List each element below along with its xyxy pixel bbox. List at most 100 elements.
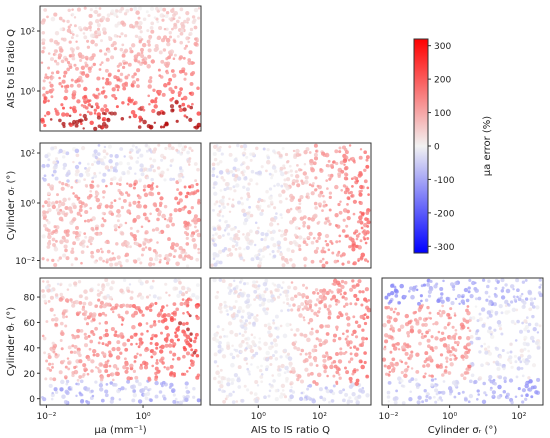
- scatter-point: [301, 307, 305, 311]
- scatter-point: [343, 172, 348, 177]
- scatter-point: [211, 169, 215, 174]
- scatter-point: [139, 365, 144, 370]
- scatter-point: [101, 178, 106, 183]
- scatter-point: [64, 182, 68, 187]
- scatter-point: [493, 328, 497, 332]
- scatter-point: [96, 152, 101, 156]
- scatter-point: [335, 352, 339, 356]
- scatter-point: [510, 400, 514, 405]
- scatter-point: [124, 369, 129, 374]
- scatter-point: [157, 191, 161, 196]
- scatter-point: [192, 18, 197, 23]
- scatter-point: [315, 149, 318, 153]
- scatter-point: [458, 302, 461, 306]
- scatter-point: [223, 246, 228, 251]
- scatter-point: [251, 152, 256, 156]
- scatter-point: [263, 290, 267, 294]
- scatter-point: [116, 209, 121, 214]
- scatter-point: [308, 231, 313, 236]
- scatter-point: [470, 373, 475, 378]
- scatter-point: [266, 159, 271, 165]
- scatter-point: [159, 75, 164, 79]
- scatter-point: [139, 295, 145, 300]
- scatter-point: [321, 354, 326, 359]
- scatter-point: [172, 342, 177, 347]
- scatter-point: [359, 239, 363, 243]
- scatter-point: [106, 373, 111, 378]
- scatter-point: [234, 333, 238, 336]
- scatter-point: [264, 232, 269, 237]
- scatter-point: [210, 263, 214, 268]
- scatter-point: [213, 202, 217, 206]
- scatter-point: [147, 48, 152, 53]
- scatter-point: [174, 331, 177, 335]
- scatter-point: [91, 153, 97, 158]
- scatter-point: [337, 367, 341, 372]
- scatter-point: [454, 297, 458, 301]
- scatter-point: [321, 257, 325, 261]
- scatter-point: [187, 36, 191, 40]
- scatter-point: [387, 373, 391, 377]
- scatter-point: [260, 373, 264, 376]
- scatter-point: [391, 329, 396, 333]
- scatter-point: [339, 292, 343, 296]
- scatter-point: [81, 307, 86, 311]
- scatter-point: [281, 263, 286, 268]
- x-tick-label: 10⁻²: [379, 412, 399, 422]
- scatter-point: [60, 59, 65, 64]
- scatter-point: [234, 169, 238, 172]
- scatter-point: [176, 400, 180, 404]
- scatter-point: [91, 53, 96, 58]
- scatter-point: [125, 286, 130, 291]
- scatter-point: [246, 388, 250, 392]
- scatter-point: [117, 260, 122, 266]
- scatter-point: [286, 352, 291, 356]
- scatter-point: [137, 322, 143, 327]
- scatter-point: [327, 358, 330, 361]
- scatter-point: [116, 219, 120, 223]
- scatter-point: [46, 288, 51, 293]
- scatter-point: [169, 364, 174, 369]
- scatter-point: [103, 145, 107, 149]
- scatter-point: [265, 357, 270, 362]
- scatter-point: [75, 40, 78, 43]
- scatter-point: [300, 168, 303, 172]
- scatter-point: [108, 364, 112, 368]
- scatter-point: [90, 389, 94, 393]
- scatter-point: [81, 71, 86, 76]
- scatter-point: [246, 211, 250, 216]
- scatter-point: [394, 396, 398, 399]
- scatter-point: [104, 389, 109, 394]
- scatter-point: [186, 221, 190, 225]
- scatter-point: [46, 203, 51, 208]
- scatter-point: [223, 335, 226, 338]
- scatter-point: [451, 347, 456, 351]
- scatter-point: [162, 7, 167, 12]
- scatter-point: [424, 398, 429, 403]
- scatter-point: [400, 345, 406, 350]
- scatter-point: [108, 353, 113, 358]
- scatter-point: [62, 19, 66, 23]
- scatter-point: [140, 172, 145, 177]
- scatter-point: [514, 395, 518, 399]
- scatter-point: [327, 248, 331, 252]
- scatter-point: [105, 57, 110, 62]
- scatter-point: [213, 144, 218, 149]
- scatter-point: [186, 159, 191, 164]
- scatter-point: [503, 379, 507, 384]
- scatter-point: [230, 381, 234, 385]
- scatter-point: [102, 303, 107, 309]
- scatter-point: [149, 6, 155, 11]
- scatter-point: [289, 381, 294, 386]
- scatter-point: [188, 91, 192, 95]
- scatter-point: [104, 328, 109, 333]
- scatter-point: [82, 301, 87, 306]
- scatter-point: [486, 329, 492, 334]
- scatter-point: [296, 377, 300, 382]
- scatter-point: [175, 307, 180, 312]
- panel-frame: [381, 277, 544, 406]
- scatter-point: [226, 382, 231, 387]
- scatter-point: [325, 332, 330, 336]
- scatter-point: [319, 324, 324, 329]
